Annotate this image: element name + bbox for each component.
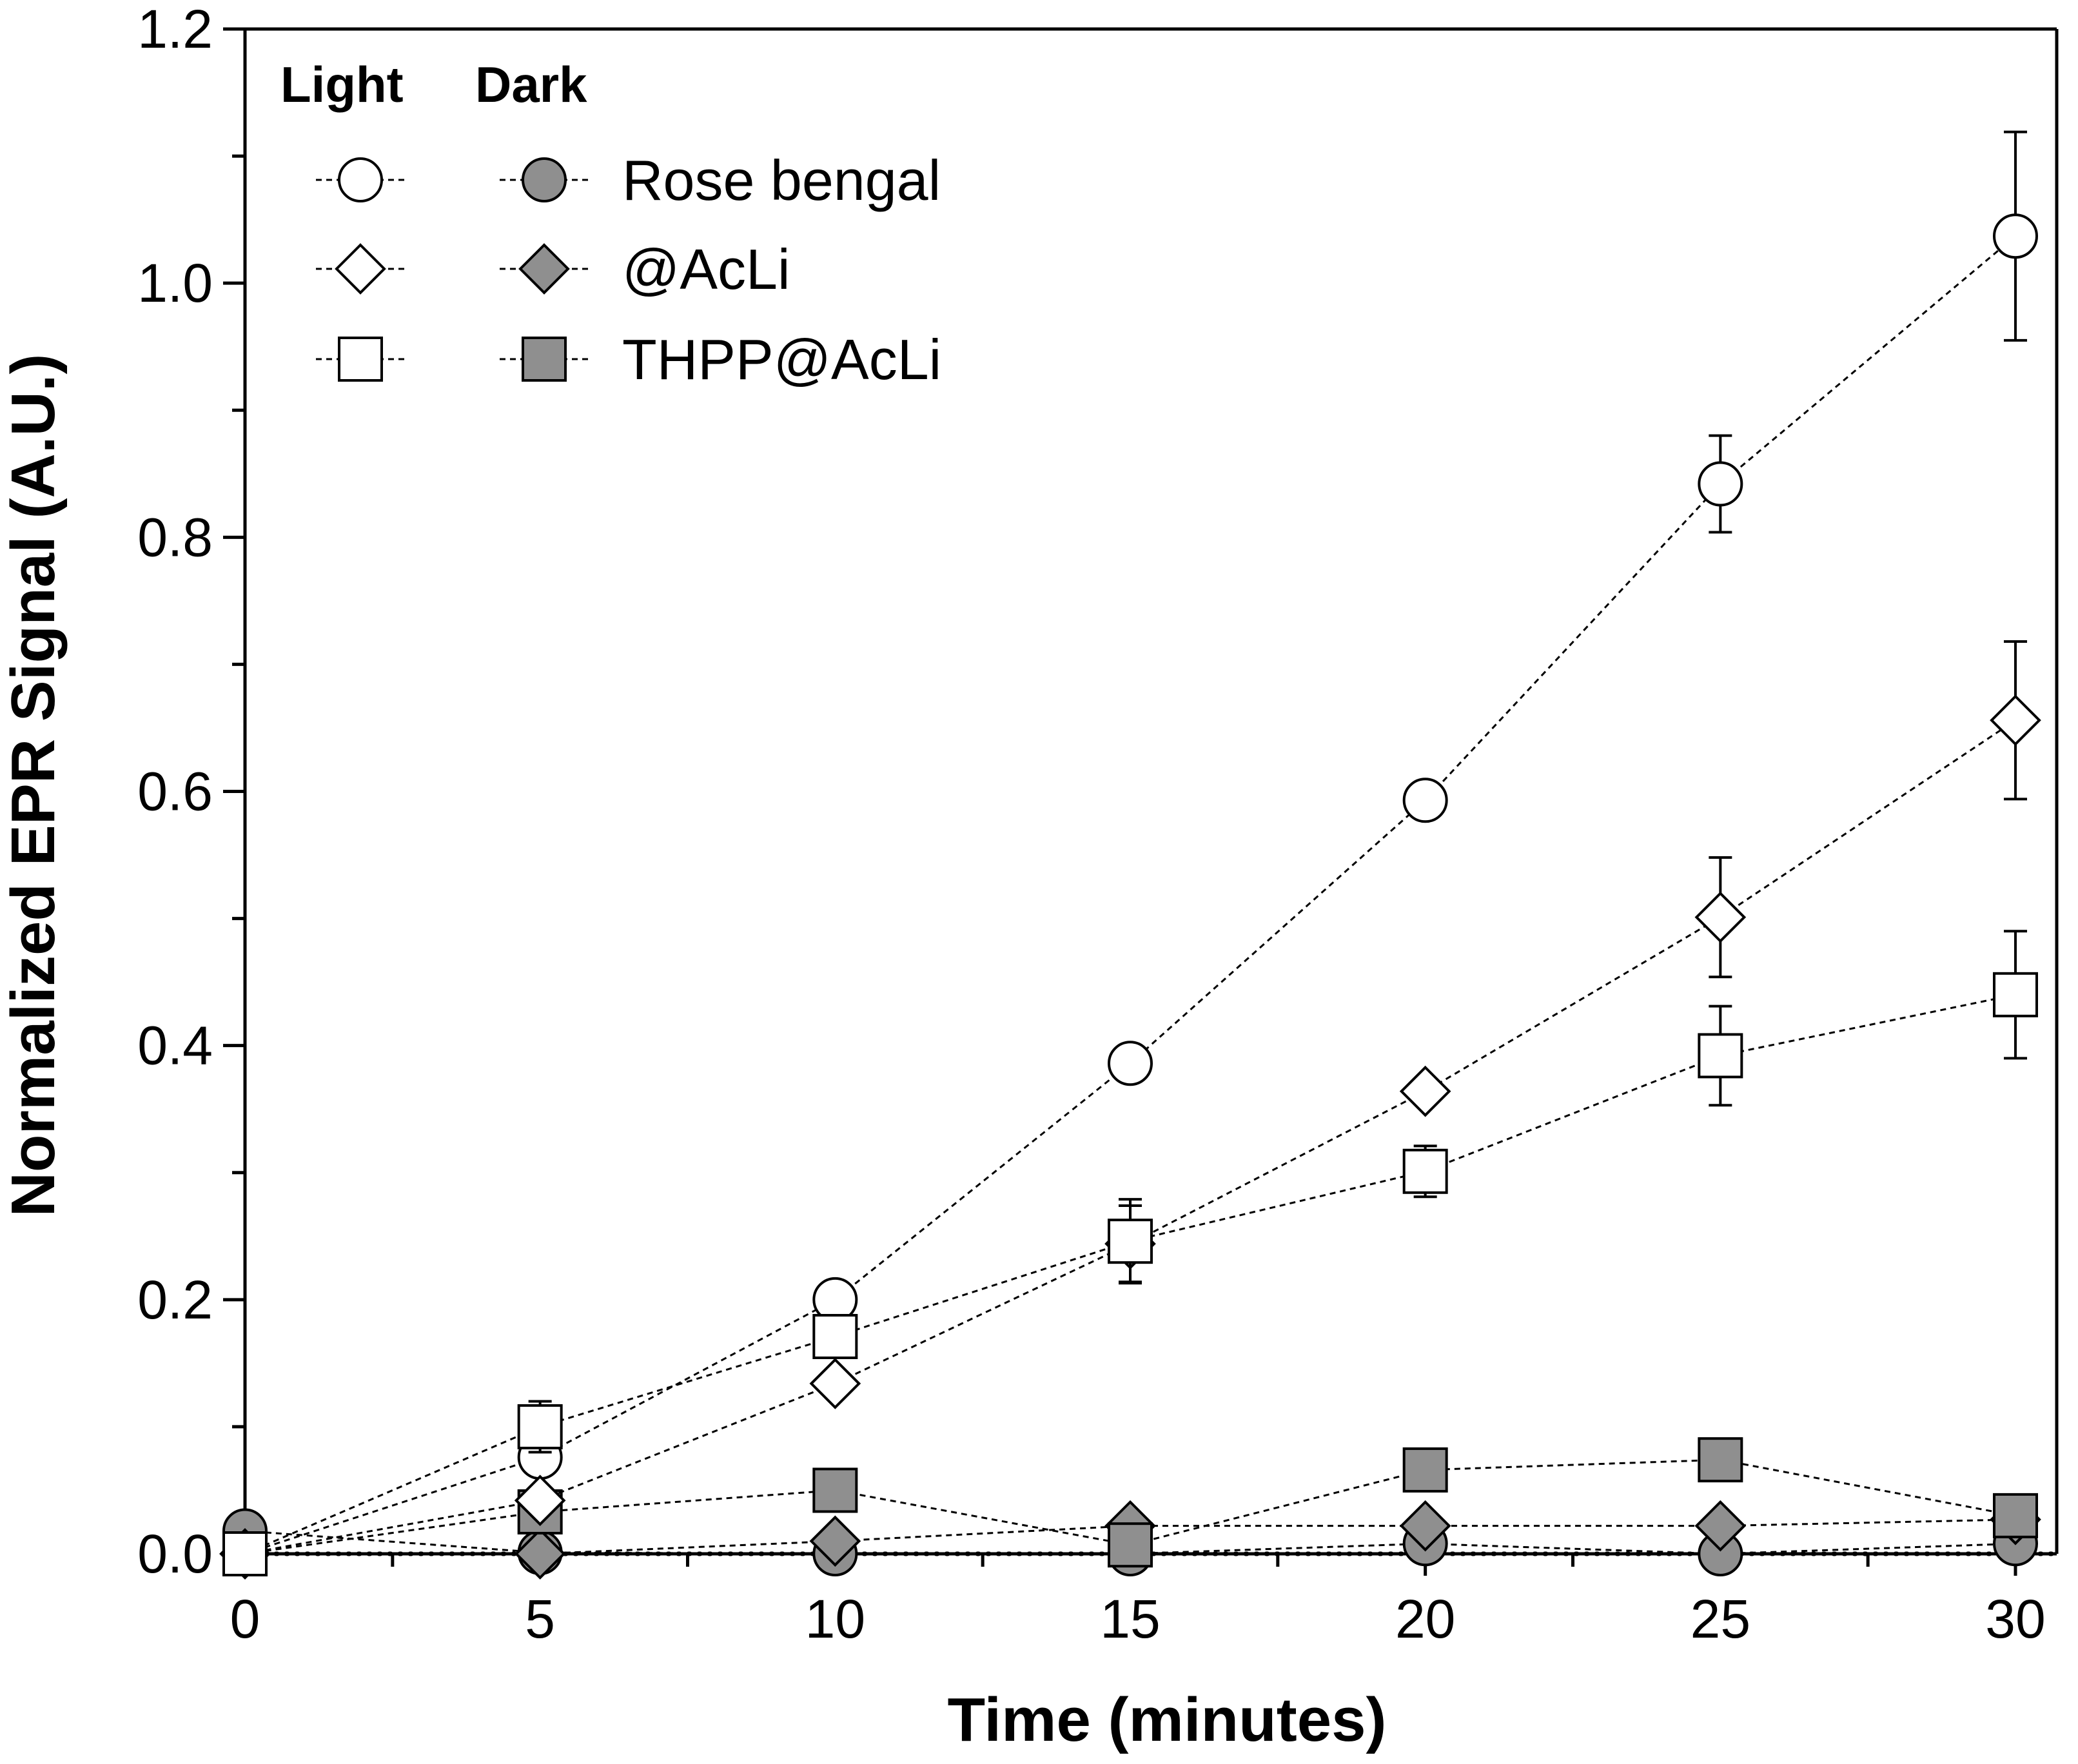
legend-header-dark: Dark <box>475 56 587 113</box>
x-axis: 0 5 10 15 20 25 30 <box>230 1554 2046 1649</box>
legend-header-light: Light <box>280 56 404 113</box>
data-point <box>1402 1148 1448 1194</box>
legend-marker-dark <box>518 243 570 295</box>
y-axis: 0.0 0.2 0.4 0.6 0.8 1.0 1.2 <box>137 0 2059 1584</box>
y-axis-title: Normalized EPR Signal (A.U.) <box>0 354 68 1217</box>
data-point <box>1698 1033 1743 1079</box>
data-point <box>514 1528 566 1580</box>
data-point <box>1108 1522 1153 1568</box>
series-light-acli <box>219 640 2041 1580</box>
legend-marker-light <box>335 243 386 295</box>
data-point <box>1993 972 2038 1017</box>
x-tick-label: 5 <box>525 1589 555 1649</box>
legend-marker-dark <box>522 157 567 202</box>
x-tick-label: 25 <box>1691 1589 1750 1649</box>
series-line <box>244 719 2016 1555</box>
data-point <box>809 1358 861 1409</box>
data-point <box>1402 1447 1448 1493</box>
x-tick-label: 15 <box>1100 1589 1160 1649</box>
legend-marker-light <box>338 337 383 382</box>
data-point <box>517 1404 563 1449</box>
data-point <box>1399 1500 1451 1552</box>
data-point <box>1993 213 2038 259</box>
series-layer <box>219 130 2041 1580</box>
legend-label: THPP@AcLi <box>622 328 941 391</box>
data-point <box>812 1313 858 1359</box>
data-point <box>812 1467 858 1513</box>
y-tick-label: 0.6 <box>137 761 213 822</box>
plot-area <box>243 27 2059 1556</box>
data-point <box>1698 461 1743 507</box>
x-tick-label: 10 <box>805 1589 865 1649</box>
y-tick-label: 0.8 <box>137 507 213 567</box>
legend-label: Rose bengal <box>622 148 941 212</box>
data-point <box>1698 1437 1743 1483</box>
y-tick-label: 0.2 <box>137 1269 213 1330</box>
data-point <box>1694 1500 1747 1552</box>
legend: Light Dark Rose bengal @AcLi THPP@AcLi <box>280 56 941 391</box>
data-point <box>222 1531 268 1576</box>
data-point <box>1108 1041 1153 1086</box>
data-point <box>1990 694 2041 746</box>
x-tick-label: 0 <box>230 1589 260 1649</box>
legend-item: THPP@AcLi <box>316 328 941 391</box>
legend-marker-dark <box>522 337 567 382</box>
y-tick-label: 0.0 <box>137 1524 213 1584</box>
data-point <box>1993 1493 2038 1538</box>
series-light-thpp-acli <box>222 930 2038 1576</box>
x-tick-label: 30 <box>1985 1589 2045 1649</box>
x-axis-title: Time (minutes) <box>948 1685 1387 1754</box>
data-point <box>514 1475 566 1527</box>
y-tick-label: 1.0 <box>137 253 213 313</box>
series-light-rose-bengal <box>222 130 2038 1576</box>
data-point <box>1108 1219 1153 1264</box>
y-tick-label: 1.2 <box>137 0 213 59</box>
y-tick-label: 0.4 <box>137 1015 213 1076</box>
legend-marker-light <box>338 157 383 202</box>
legend-label: @AcLi <box>622 237 790 301</box>
data-point <box>1399 1065 1451 1117</box>
legend-item: @AcLi <box>316 237 790 301</box>
series-line <box>244 235 2016 1555</box>
data-point <box>809 1515 861 1567</box>
legend-item: Rose bengal <box>316 148 941 212</box>
data-point <box>1694 891 1747 943</box>
data-point <box>1402 778 1448 823</box>
x-tick-label: 20 <box>1395 1589 1455 1649</box>
